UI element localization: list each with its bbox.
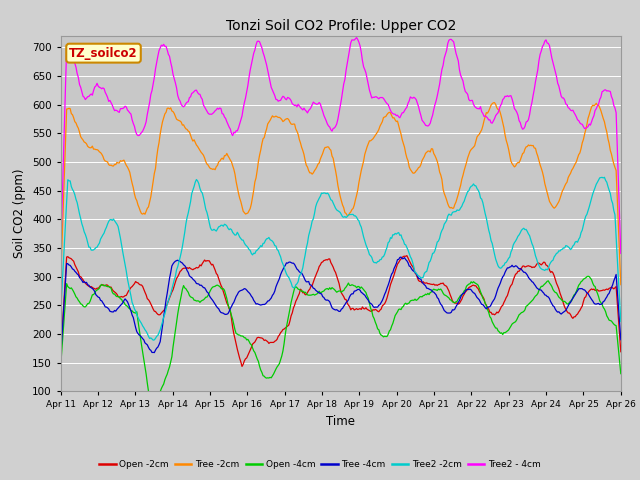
Legend: Open -2cm, Tree -2cm, Open -4cm, Tree -4cm, Tree2 -2cm, Tree2 - 4cm: Open -2cm, Tree -2cm, Open -4cm, Tree -4… bbox=[96, 457, 544, 473]
X-axis label: Time: Time bbox=[326, 415, 355, 428]
Title: Tonzi Soil CO2 Profile: Upper CO2: Tonzi Soil CO2 Profile: Upper CO2 bbox=[226, 20, 456, 34]
Text: TZ_soilco2: TZ_soilco2 bbox=[69, 47, 138, 60]
Y-axis label: Soil CO2 (ppm): Soil CO2 (ppm) bbox=[13, 169, 26, 258]
